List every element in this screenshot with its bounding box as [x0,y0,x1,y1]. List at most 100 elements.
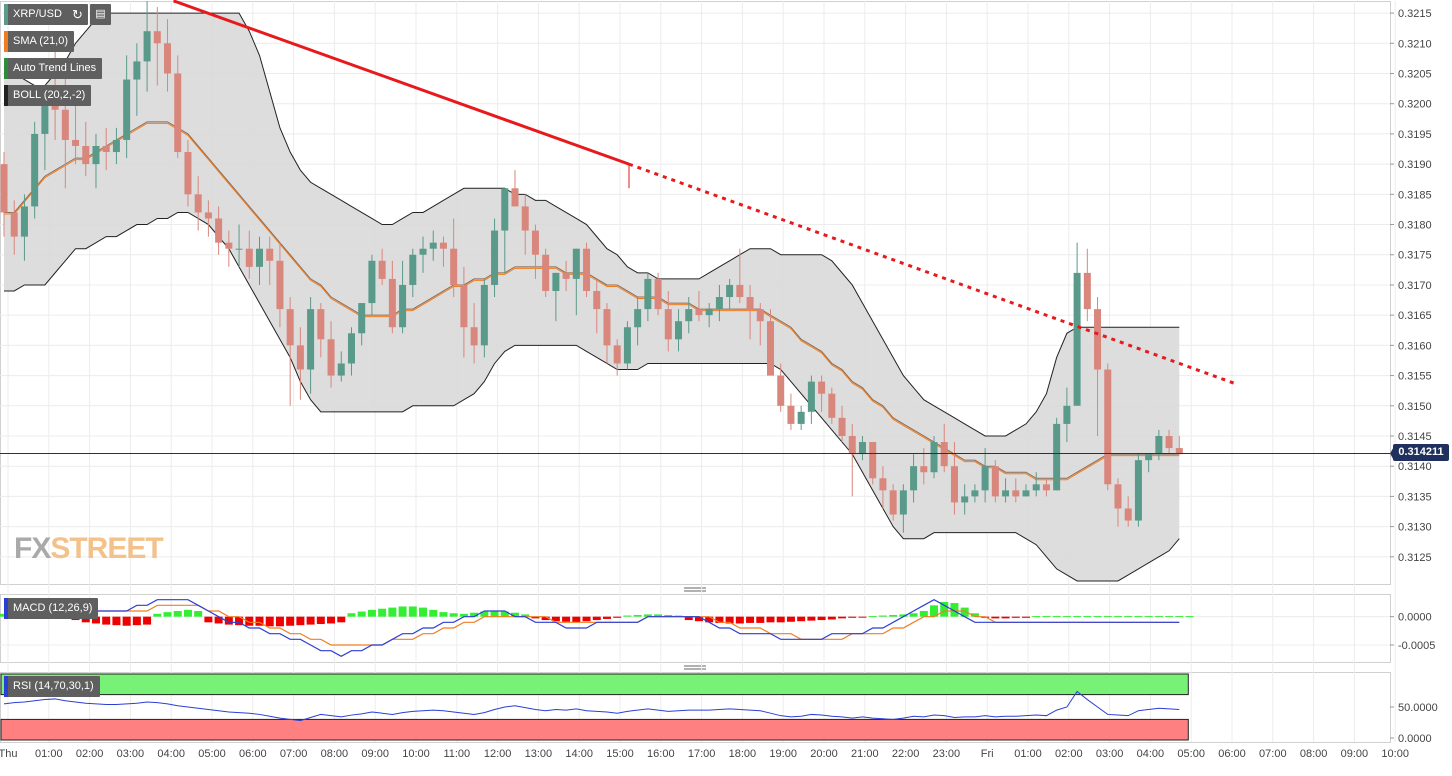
macd-hist-bar [756,616,765,623]
bollinger-upper-line [3,12,1180,437]
macd-hist-bar [275,616,284,627]
candle-body [1012,490,1020,497]
macd-hist-bar [521,614,530,617]
y-tick-label: 0.3185 [1398,189,1432,201]
macd-hist-bar [684,616,693,621]
refresh-icon[interactable]: ↻ [67,4,88,25]
macd-hist-bar [858,616,867,618]
legend-trend[interactable]: Auto Trend Lines [4,58,103,79]
candle-body [276,260,284,310]
candle-body [184,152,192,195]
macd-hist-bar [122,616,131,626]
candle-body [726,284,734,298]
sma-color-swatch [4,31,8,52]
macd-hist-bar [357,611,366,617]
candle-body [583,248,591,291]
macd-hist-bar [909,613,918,617]
candle-body [460,284,468,328]
candle-body [869,442,877,479]
candle-body [858,442,866,455]
macd-hist-bar [480,611,489,617]
macd-hist-bar [1175,616,1184,618]
candle-body [419,248,427,255]
candle-body [368,260,376,304]
x-tick-label: 09:00 [361,748,389,760]
macd-hist-bar [388,607,397,617]
candle-body [879,478,887,491]
macd-hist-bar [940,601,949,617]
macd-hist-bar [797,616,806,622]
candle-body [256,248,263,267]
candle-body [388,278,396,328]
macd-hist-bar [224,616,233,625]
macd-hist-bar [347,613,356,617]
candle-body [777,375,785,406]
trend-line-solid [173,0,630,166]
y-tick-label: 0.3160 [1398,340,1432,352]
candle-body [20,206,28,237]
macd-hist-bar [531,616,540,619]
macd-y-tick-label: -0.0005 [1398,640,1435,652]
y-tick-label: 0.3125 [1398,552,1432,564]
y-tick-label: 0.3210 [1398,38,1432,50]
x-tick-label: 17:00 [688,748,716,760]
candle-body [1022,490,1030,497]
y-tick-label: 0.3165 [1398,310,1432,322]
candle-body [562,272,570,279]
bollinger-band-fill [4,13,1180,581]
macd-hist-bar [602,616,611,619]
candle-body [623,327,631,364]
candle-body [235,248,243,250]
y-tick-label: 0.3130 [1398,522,1432,534]
macd-hist-bar [562,616,571,622]
macd-hist-bar [459,613,468,617]
candle-body [991,466,999,497]
legend-boll[interactable]: BOLL (20,2,-2) [4,85,92,106]
symbol-button[interactable]: XRP/USD [4,4,68,25]
macd-hist-bar [1093,616,1102,618]
x-tick-label: 20:00 [810,748,838,760]
candle-body [347,333,355,364]
candle-body [838,417,846,436]
candle-body [491,230,499,285]
candle-body [0,164,8,213]
x-tick-label: 01:00 [35,748,63,760]
macd-hist-bar [153,613,162,617]
candle-body [899,490,907,515]
bars-icon[interactable]: ▤ [90,4,111,25]
candle-body [797,411,805,424]
candle-body [1053,423,1061,491]
candle-body [981,466,989,491]
candle-body [245,248,253,267]
x-tick-label: 03:00 [1096,748,1124,760]
bollinger-lower-line [4,211,1180,582]
macd-hist-bar [1011,616,1020,618]
candle-body [1114,484,1122,509]
macd-hist-bar [827,616,836,620]
macd-hist-bar [398,606,407,617]
macd-hist-bar [337,616,346,623]
candle-body [756,309,764,322]
candle-body [675,321,683,340]
candle-body [511,188,519,207]
candle-body [634,309,642,328]
legend-rsi[interactable]: RSI (14,70,30,1) [4,676,100,697]
macd-hist-bar [490,611,499,617]
x-tick-label: 22:00 [892,748,920,760]
bollinger-middle-line [4,121,1180,479]
candle-body [910,466,918,491]
macd-hist-bar [132,616,141,626]
candle-body [409,254,417,285]
rsi-y-tick-label: 50.0000 [1398,702,1438,714]
macd-hist-bar [429,609,438,617]
candle-body [940,442,948,467]
x-tick-label: 08:00 [1300,748,1328,760]
x-tick-label: 10:00 [402,748,430,760]
macd-hist-bar [715,616,724,623]
legend-macd[interactable]: MACD (12,26,9) [4,598,99,619]
candle-body [92,145,100,165]
macd-hist-bar [817,616,826,621]
candle-body [501,188,509,231]
candle-body [225,242,233,249]
legend-sma[interactable]: SMA (21,0) [4,31,75,52]
